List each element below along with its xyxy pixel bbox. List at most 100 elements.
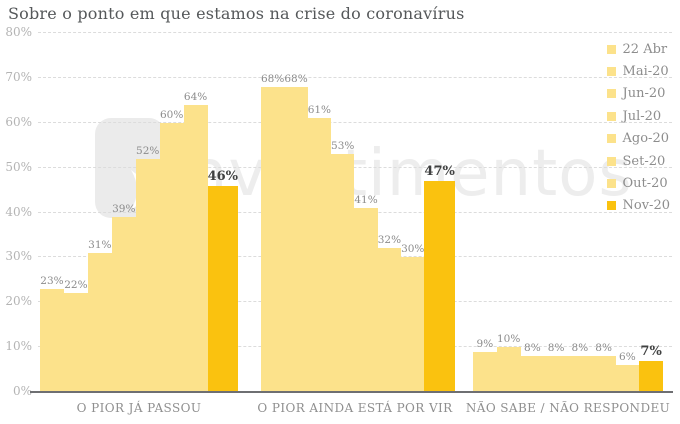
bar xyxy=(591,356,616,392)
bar-cell: 52% xyxy=(135,33,160,392)
legend-item: Nov-20 xyxy=(606,195,670,217)
bar xyxy=(111,217,136,392)
bar-cell: 31% xyxy=(87,33,112,392)
legend-item: Out-20 xyxy=(606,172,670,194)
legend-swatch xyxy=(606,89,616,99)
bar xyxy=(615,365,640,392)
y-tick-label: 80% xyxy=(5,25,32,39)
bar-value-label: 60% xyxy=(159,108,184,121)
legend-swatch xyxy=(606,201,616,211)
bar-group: 23% 22% 31% 39% 52% 60% 64% 46% xyxy=(40,33,239,392)
bar-cell: 22% xyxy=(63,33,88,392)
gridline xyxy=(38,76,672,78)
legend-swatch xyxy=(606,179,616,189)
bar-cell: 41% xyxy=(354,33,378,392)
bar-cell: 61% xyxy=(307,33,332,392)
bar-cell: 60% xyxy=(159,33,184,392)
legend-label: Jul-20 xyxy=(622,108,662,124)
bar-value-label: 39% xyxy=(112,203,136,215)
bar xyxy=(568,356,592,392)
legend-item: 22 Abr xyxy=(606,38,670,60)
category-label: O PIOR AINDA ESTÁ POR VIR xyxy=(257,401,453,415)
bar xyxy=(544,356,568,392)
bar-cell: 8% xyxy=(520,33,545,392)
x-axis-line xyxy=(30,391,673,393)
bar-value-label: 23% xyxy=(40,274,64,287)
legend-item: Mai-20 xyxy=(606,60,670,82)
bar xyxy=(401,257,425,392)
gridline xyxy=(38,32,672,33)
bar-value-label: 30% xyxy=(401,243,425,256)
bar-value-label: 68% xyxy=(261,72,285,85)
bar-value-label: 68% xyxy=(284,72,308,85)
bar xyxy=(496,347,521,392)
bar-cell: 6% xyxy=(615,33,640,392)
bar-cell: 64% xyxy=(183,33,208,392)
legend-item: Set-20 xyxy=(606,150,670,172)
bar-group: 68% 68% 61% 53% 41% 32% 30% 47% xyxy=(261,33,455,392)
bar-cell: 9% xyxy=(473,33,497,392)
bar-value-label: 8% xyxy=(571,342,589,355)
bar-value-label: 53% xyxy=(331,140,355,153)
chart-title: Sobre o ponto em que estamos na crise do… xyxy=(8,4,465,23)
plot-area: 23% 22% 31% 39% 52% 60% 64% 46% 68% 68% 61% 53% 41% 3… xyxy=(38,32,672,392)
bar xyxy=(40,288,64,392)
bar xyxy=(520,356,545,392)
legend-swatch xyxy=(606,134,616,144)
legend-label: Jun-20 xyxy=(622,86,666,102)
bar-value-label: 61% xyxy=(307,104,332,117)
y-tick-label: 20% xyxy=(5,294,32,309)
legend-label: Ago-20 xyxy=(622,131,669,147)
bar-value-label: 8% xyxy=(524,342,541,355)
legend-item: Ago-20 xyxy=(606,128,670,150)
y-tick-label: 70% xyxy=(5,69,32,84)
y-tick-label: 0% xyxy=(12,384,32,398)
bar xyxy=(639,360,663,392)
legend-label: Nov-20 xyxy=(622,198,670,214)
y-tick-label: 60% xyxy=(5,114,32,129)
legend-label: 22 Abr xyxy=(622,41,668,57)
bar-value-label: 8% xyxy=(595,342,612,355)
y-tick-label: 50% xyxy=(5,159,32,174)
legend: 22 Abr Mai-20 Jun-20 Jul-20 Ago-20 Set-20 Out-… xyxy=(606,38,670,217)
y-tick-label: 10% xyxy=(5,339,32,354)
bar xyxy=(63,293,88,392)
bar-value-label: 46% xyxy=(207,168,239,184)
bar-value-label: 22% xyxy=(64,279,88,292)
bar xyxy=(159,122,184,392)
legend-label: Out-20 xyxy=(622,176,668,192)
bar-cell: 68% xyxy=(284,33,308,392)
bar-cell: 46% xyxy=(207,33,239,392)
bar-cell: 30% xyxy=(401,33,425,392)
bar-cell: 68% xyxy=(261,33,285,392)
bar xyxy=(377,248,402,392)
bar xyxy=(284,86,308,392)
bar-value-label: 31% xyxy=(88,238,112,251)
gridline xyxy=(38,121,672,123)
bar-value-label: 41% xyxy=(354,194,378,207)
bar-value-label: 10% xyxy=(496,333,521,346)
bar xyxy=(183,104,208,392)
bar-value-label: 8% xyxy=(547,342,565,355)
legend-swatch xyxy=(606,44,616,54)
legend-swatch xyxy=(606,67,616,77)
bar xyxy=(331,154,355,392)
bar-value-label: 9% xyxy=(476,337,494,350)
bar xyxy=(424,181,455,392)
bar-cell: 39% xyxy=(111,33,136,392)
category-label: NÃO SABE / NÃO RESPONDEU xyxy=(465,401,671,415)
bar-cell: 23% xyxy=(40,33,64,392)
bar-value-label: 32% xyxy=(377,234,402,247)
bar-cell: 32% xyxy=(377,33,402,392)
bar xyxy=(87,252,112,392)
category-label: O PIOR JÁ PASSOU xyxy=(76,401,202,415)
bar xyxy=(135,158,160,392)
bar-cell: 47% xyxy=(424,33,455,392)
bar xyxy=(307,118,332,392)
bar xyxy=(207,185,239,392)
legend-label: Mai-20 xyxy=(622,64,669,80)
bar-value-label: 64% xyxy=(183,90,208,103)
legend-label: Set-20 xyxy=(622,153,666,169)
gridline xyxy=(38,166,672,168)
